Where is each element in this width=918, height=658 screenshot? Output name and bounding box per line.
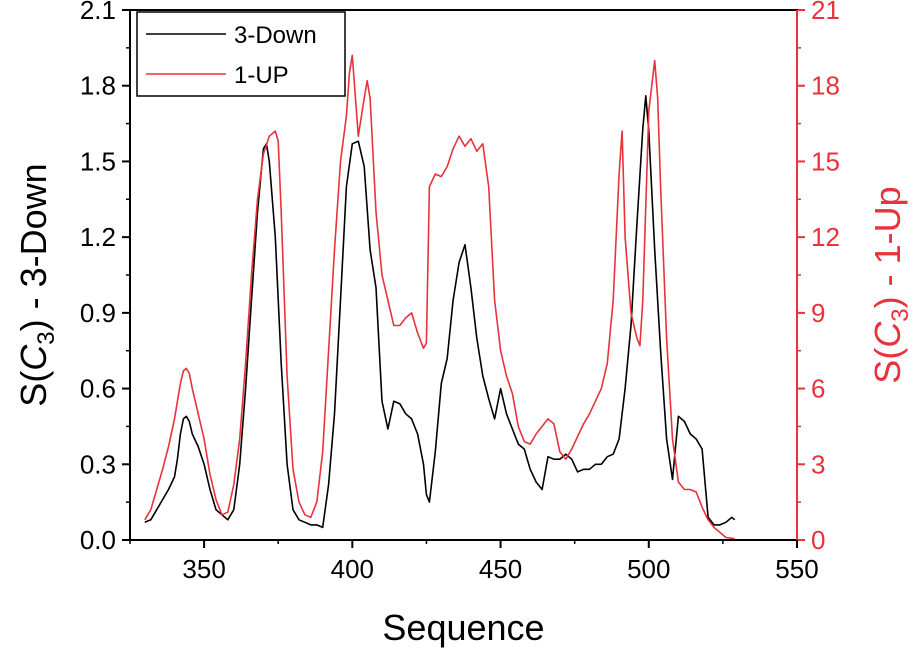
legend-label-1-up: 1-UP <box>234 62 289 89</box>
left-y-tick-label: 0.6 <box>80 374 116 404</box>
left-y-axis-title-variable: C <box>13 344 54 371</box>
left-y-tick-label: 0.9 <box>80 298 116 328</box>
left-y-axis-title: S(C3) - 3-Down <box>13 163 60 406</box>
right-y-tick-label: 9 <box>811 298 825 328</box>
right-y-tick-label: 18 <box>811 71 840 101</box>
right-y-axis-title-variable: C <box>867 321 908 348</box>
series-layer <box>144 54 736 540</box>
series-line-1-up <box>144 54 735 540</box>
right-y-axis-title-prefix: S( <box>867 348 908 384</box>
right-y-axis-title-subscript: 3 <box>887 308 914 321</box>
label-layer: 350 400 450 500 550 0.0 0.3 0.6 0.9 1.2 1.5 1.8 2.1 0… <box>80 0 840 584</box>
left-y-axis-title-suffix: ) - 3-Down <box>13 163 54 331</box>
right-y-axis-title-suffix: ) - 1-Up <box>867 186 908 308</box>
x-tick-label: 500 <box>627 554 670 584</box>
left-y-tick-label: 0.3 <box>80 449 116 479</box>
left-y-tick-label: 1.2 <box>80 222 116 252</box>
x-axis-title: Sequence <box>382 607 544 648</box>
x-tick-label: 550 <box>775 554 818 584</box>
left-y-tick-label: 0.0 <box>80 525 116 555</box>
left-y-axis-title-prefix: S( <box>13 371 54 407</box>
series-line-3-down <box>144 95 736 529</box>
right-y-tick-label: 12 <box>811 222 840 252</box>
left-y-axis-title-subscript: 3 <box>33 331 60 344</box>
left-y-tick-label: 1.5 <box>80 146 116 176</box>
right-y-tick-label: 15 <box>811 146 840 176</box>
x-tick-label: 450 <box>479 554 522 584</box>
left-y-tick-label: 1.8 <box>80 71 116 101</box>
right-y-axis-title: S(C3) - 1-Up <box>867 186 914 383</box>
right-y-tick-label: 0 <box>811 525 825 555</box>
legend-box <box>136 11 346 97</box>
right-y-tick-label: 21 <box>811 0 840 25</box>
legend-label-3-down: 3-Down <box>234 22 317 49</box>
x-tick-label: 350 <box>182 554 225 584</box>
x-tick-label: 400 <box>331 554 374 584</box>
left-y-tick-label: 2.1 <box>80 0 116 25</box>
legend: 3-Down 1-UP <box>136 11 346 97</box>
right-y-tick-label: 3 <box>811 449 825 479</box>
right-y-tick-label: 6 <box>811 374 825 404</box>
